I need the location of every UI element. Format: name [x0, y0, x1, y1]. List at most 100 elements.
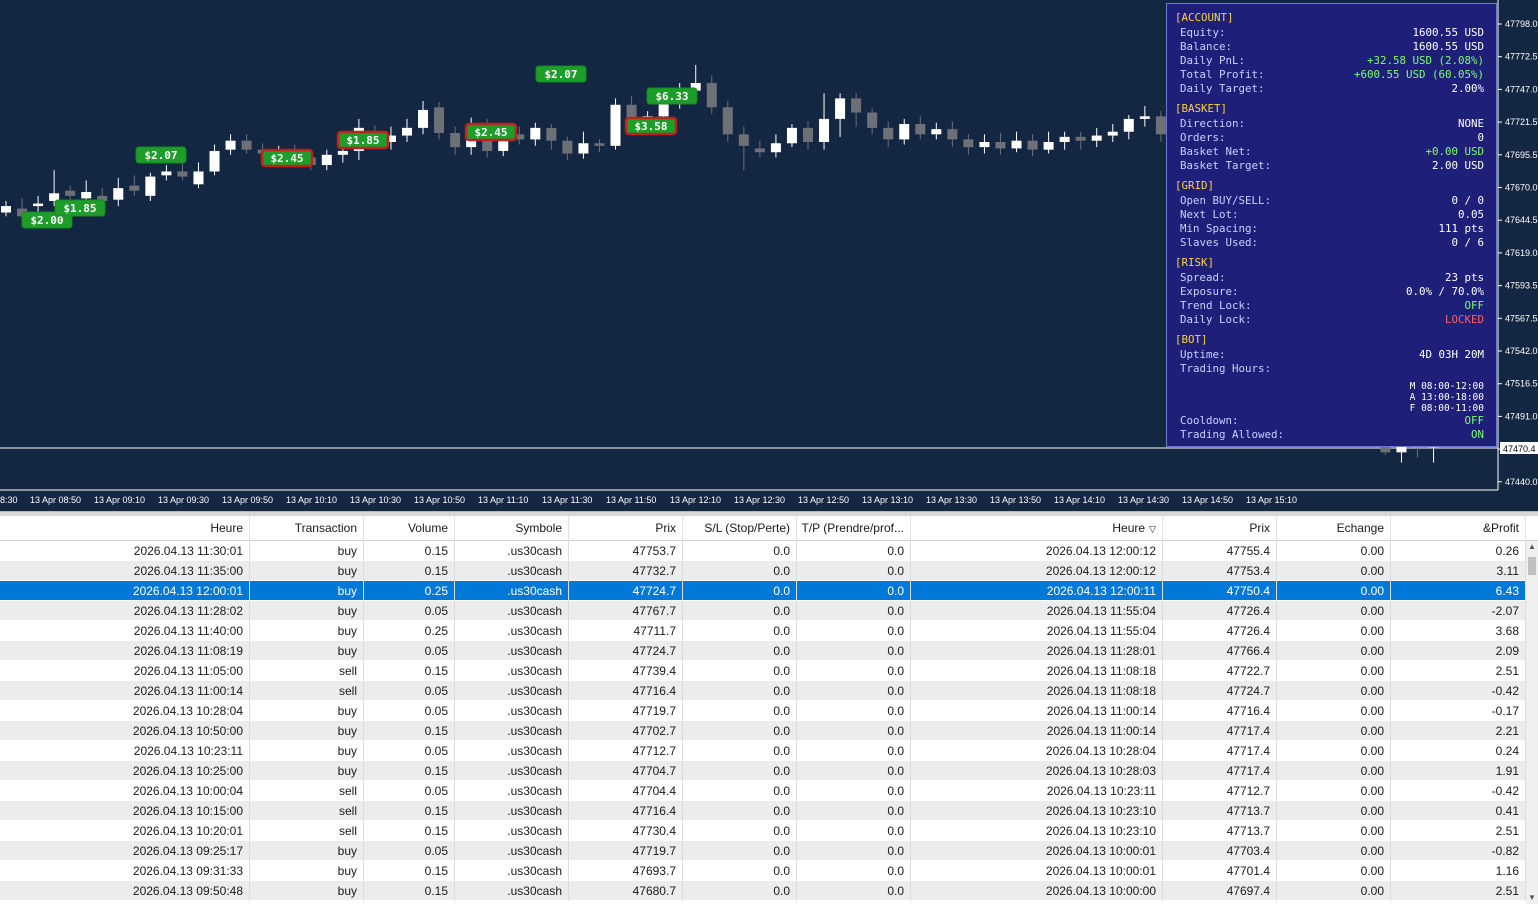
table-row[interactable]: 2026.04.13 11:40:00 buy 0.25 .us30cash 47711… [0, 621, 1526, 641]
table-cell: 2026.04.13 09:50:48 [0, 881, 250, 901]
column-header[interactable]: Heure ▽ [911, 516, 1163, 541]
table-cell: 0.15 [364, 801, 455, 821]
table-cell: 0.00 [1277, 841, 1391, 861]
candle-body [546, 127, 557, 141]
table-row[interactable]: 2026.04.13 10:20:01 sell 0.15 .us30cash 4773… [0, 821, 1526, 841]
table-cell: 2026.04.13 11:08:18 [911, 681, 1163, 701]
table-cell: 47717.4 [1163, 741, 1277, 761]
table-cell: 2026.04.13 10:15:00 [0, 801, 250, 821]
column-header[interactable]: Echange [1277, 516, 1391, 541]
table-row[interactable]: 2026.04.13 10:50:00 buy 0.15 .us30cash 47702… [0, 721, 1526, 741]
panel-row: Basket Target: 2.00 USD [1180, 159, 1484, 173]
table-row[interactable]: 2026.04.13 11:08:19 buy 0.05 .us30cash 47724… [0, 641, 1526, 661]
price-tick-label: 47491.0 [1505, 411, 1538, 421]
candle-body [1139, 116, 1150, 119]
candle-body [177, 171, 188, 177]
price-chart[interactable]: 47798.0 47772.5 47747.0 47721.5 47695.5 47670… [0, 0, 1538, 511]
trade-label-box [54, 199, 106, 217]
time-tick-label: 13 Apr 09:10 [94, 495, 145, 505]
table-cell: sell [250, 801, 364, 821]
table-cell: 0.24 [1391, 741, 1526, 761]
column-header[interactable]: Prix [569, 516, 683, 541]
table-row[interactable]: 2026.04.13 12:00:01 buy 0.25 .us30cash 47724… [0, 581, 1526, 601]
panel-splitter[interactable] [0, 511, 1538, 516]
table-cell: 47717.4 [1163, 761, 1277, 781]
candle-body [819, 118, 830, 142]
table-row[interactable]: 2026.04.13 11:00:14 sell 0.05 .us30cash 4771… [0, 681, 1526, 701]
table-cell: 47711.7 [569, 621, 683, 641]
time-tick-label: 13 Apr 10:10 [286, 495, 337, 505]
table-row[interactable]: 2026.04.13 09:50:48 buy 0.15 .us30cash 47680… [0, 881, 1526, 901]
candle-body [1043, 141, 1054, 150]
column-header[interactable]: T/P (Prendre/prof... [797, 516, 911, 541]
panel-row-value: OFF [1464, 414, 1484, 427]
candle-body [450, 133, 461, 148]
table-row[interactable]: 2026.04.13 10:28:04 buy 0.05 .us30cash 47719… [0, 701, 1526, 721]
table-row[interactable]: 2026.04.13 10:23:11 buy 0.05 .us30cash 47712… [0, 741, 1526, 761]
column-header[interactable]: Heure [0, 516, 250, 541]
panel-row-label: Daily PnL: [1180, 54, 1246, 67]
table-row[interactable]: 2026.04.13 09:25:17 buy 0.05 .us30cash 47719… [0, 841, 1526, 861]
table-row[interactable]: 2026.04.13 10:00:04 sell 0.05 .us30cash 4770… [0, 781, 1526, 801]
table-cell: .us30cash [455, 581, 569, 601]
table-cell: 47716.4 [569, 801, 683, 821]
table-cell: 0.0 [797, 881, 911, 901]
column-header[interactable]: Symbole [455, 516, 569, 541]
table-row[interactable]: 2026.04.13 09:31:33 buy 0.15 .us30cash 47693… [0, 861, 1526, 881]
table-cell: 0.0 [797, 561, 911, 581]
table-cell: sell [250, 781, 364, 801]
table-row[interactable]: 2026.04.13 10:25:00 buy 0.15 .us30cash 47704… [0, 761, 1526, 781]
table-cell: 47766.4 [1163, 641, 1277, 661]
panel-section-grid: [GRID] [1175, 179, 1215, 192]
table-row[interactable]: 2026.04.13 11:28:02 buy 0.05 .us30cash 47767… [0, 601, 1526, 621]
column-header[interactable]: Prix [1163, 516, 1277, 541]
panel-row-label: Trading Allowed: [1180, 428, 1285, 441]
column-header[interactable]: Transaction [250, 516, 364, 541]
candle-body [17, 208, 28, 217]
vertical-scrollbar[interactable]: ▲ ▼ [1526, 541, 1538, 904]
table-cell: 47712.7 [569, 741, 683, 761]
candle-body [530, 127, 541, 140]
column-header[interactable]: Volume [364, 516, 455, 541]
table-row[interactable]: 2026.04.13 11:05:00 sell 0.15 .us30cash 4773… [0, 661, 1526, 681]
panel-row-label: Balance: [1180, 40, 1233, 53]
table-row[interactable]: 2026.04.13 11:30:01 buy 0.15 .us30cash 47753… [0, 541, 1526, 561]
table-cell: 2026.04.13 10:00:04 [0, 781, 250, 801]
table-cell: 47713.7 [1163, 801, 1277, 821]
table-cell: 47719.7 [569, 701, 683, 721]
time-tick-label: 13 Apr 13:10 [862, 495, 913, 505]
panel-row-value: 111 pts [1438, 222, 1484, 235]
panel-row-label: Uptime: [1180, 348, 1226, 361]
table-cell: 0.0 [797, 721, 911, 741]
panel-row-label: Open BUY/SELL: [1180, 194, 1272, 207]
table-row[interactable]: 2026.04.13 10:15:00 sell 0.15 .us30cash 4771… [0, 801, 1526, 821]
candle-body [33, 203, 44, 207]
time-tick-label: 13 Apr 08:50 [30, 495, 81, 505]
trading-hours-entry: F 08:00-11:00 [1409, 403, 1484, 414]
price-tick-label: 47593.5 [1505, 281, 1538, 291]
price-tick-label: 47695.5 [1505, 150, 1538, 160]
sort-descending-icon: ▽ [1149, 524, 1156, 534]
trade-label-box [135, 146, 187, 164]
column-header[interactable]: S/L (Stop/Perte) [683, 516, 797, 541]
price-tick-label: 47798.0 [1505, 19, 1538, 29]
trade-label-text: $2.00 [30, 214, 63, 227]
trade-profit-label: $1.85 [336, 130, 390, 150]
panel-row-value: 2.00% [1451, 82, 1484, 95]
history-table[interactable]: Heure Transaction Volume Symbole Prix S/L (St… [0, 516, 1538, 904]
candle-body [1107, 131, 1118, 136]
panel-row: Total Profit: +600.55 USD (60.05%) [1180, 68, 1484, 82]
table-cell: 0.05 [364, 601, 455, 621]
table-cell: 2026.04.13 10:00:01 [911, 841, 1163, 861]
scroll-thumb[interactable] [1528, 557, 1536, 575]
table-cell: buy [250, 541, 364, 561]
table-cell: 0.25 [364, 621, 455, 641]
column-header[interactable]: &Profit [1391, 516, 1526, 541]
scroll-down-icon[interactable]: ▼ [1528, 893, 1536, 902]
panel-row-label: Daily Target: [1180, 82, 1265, 95]
scroll-up-icon[interactable]: ▲ [1528, 542, 1536, 551]
column-header-label: Heure [1112, 521, 1146, 535]
panel-row-value: 0 / 0 [1451, 194, 1484, 207]
trading-hours-entry: M 08:00-12:00 [1409, 381, 1484, 392]
table-row[interactable]: 2026.04.13 11:35:00 buy 0.15 .us30cash 47732… [0, 561, 1526, 581]
